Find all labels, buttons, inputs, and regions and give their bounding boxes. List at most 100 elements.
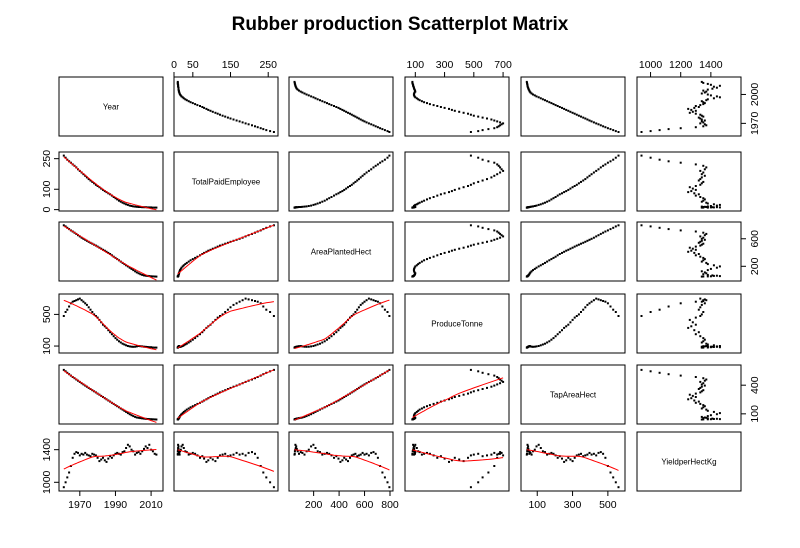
data-point: [500, 234, 503, 237]
lowess-smoother: [177, 224, 275, 275]
data-point: [303, 205, 306, 208]
data-point: [712, 206, 715, 209]
data-point: [702, 197, 705, 200]
tick-label: 100: [749, 405, 761, 423]
data-point: [532, 345, 534, 348]
data-point: [148, 206, 151, 209]
data-point: [541, 450, 544, 453]
data-point: [687, 326, 690, 329]
data-point: [96, 316, 99, 319]
data-point: [702, 180, 705, 183]
data-point: [528, 452, 531, 455]
data-point: [550, 198, 553, 201]
data-point: [497, 125, 500, 128]
data-point: [571, 318, 574, 321]
data-point: [530, 270, 533, 273]
panel-frame: [173, 221, 279, 282]
tick-label: 1990: [104, 499, 128, 511]
data-point: [552, 256, 555, 259]
data-point: [298, 345, 300, 348]
data-point: [706, 202, 709, 205]
data-point: [367, 169, 370, 172]
panel-frame: [58, 364, 164, 425]
data-point: [527, 445, 530, 448]
data-point: [349, 112, 351, 115]
data-point: [577, 313, 580, 316]
data-point: [244, 297, 247, 300]
data-point: [481, 158, 484, 161]
data-point: [229, 454, 232, 457]
data-point: [679, 302, 682, 305]
data-point: [372, 299, 375, 302]
data-point: [500, 123, 503, 126]
data-point: [546, 453, 549, 456]
data-point: [694, 333, 697, 336]
data-point: [132, 415, 135, 418]
data-point: [379, 161, 382, 164]
data-point: [319, 342, 321, 345]
data-point: [105, 460, 108, 463]
data-point: [577, 453, 580, 456]
data-point: [439, 106, 442, 108]
tick-label: 1000: [639, 59, 663, 71]
data-point: [376, 163, 379, 166]
data-point: [702, 171, 705, 174]
data-point: [84, 174, 87, 177]
data-point: [702, 89, 705, 92]
data-point: [569, 187, 572, 190]
data-point: [194, 337, 197, 340]
data-point: [328, 337, 331, 340]
data-point: [550, 338, 553, 341]
panel-ProduceTonne-vs-ProduceTonne: ProduceTonne: [404, 293, 510, 354]
data-point: [247, 123, 250, 126]
data-point: [146, 447, 149, 449]
data-point: [532, 93, 534, 96]
data-point: [128, 445, 131, 448]
data-point: [209, 109, 212, 112]
data-point: [702, 81, 705, 84]
data-point: [667, 228, 670, 231]
data-point: [180, 266, 183, 269]
panel-frame: [288, 221, 394, 282]
data-point: [153, 346, 156, 349]
data-point: [688, 186, 691, 189]
data-point: [590, 120, 593, 123]
data-point: [357, 178, 360, 181]
data-point: [301, 205, 304, 208]
data-point: [580, 115, 582, 118]
data-point: [319, 451, 321, 454]
tick-label: 100: [407, 59, 425, 71]
data-point: [693, 251, 696, 254]
data-point: [420, 100, 423, 103]
data-point: [700, 418, 703, 421]
data-point: [469, 131, 472, 133]
data-point: [361, 174, 364, 177]
data-point: [481, 116, 484, 119]
data-point: [361, 119, 364, 122]
data-point: [693, 106, 696, 109]
data-point: [469, 113, 472, 116]
data-point: [141, 206, 144, 209]
data-point: [705, 299, 708, 302]
data-point: [112, 196, 115, 198]
panel-frame: [288, 151, 394, 212]
data-point: [443, 192, 446, 195]
data-point: [137, 272, 140, 275]
data-point: [537, 96, 540, 99]
data-point: [496, 376, 499, 378]
data-point: [693, 192, 696, 195]
data-point: [690, 249, 693, 252]
data-point: [181, 443, 184, 446]
data-point: [709, 83, 712, 86]
panel-frame: [404, 364, 510, 425]
panel-YieldperHectKg-vs-AreaPlantedHect: [288, 431, 394, 492]
data-point: [575, 113, 578, 116]
data-point: [702, 417, 705, 420]
data-point: [702, 101, 705, 104]
data-point: [256, 456, 259, 459]
data-point: [493, 374, 496, 377]
data-point: [386, 130, 389, 133]
variable-label: Year: [103, 103, 120, 112]
data-point: [128, 266, 131, 269]
